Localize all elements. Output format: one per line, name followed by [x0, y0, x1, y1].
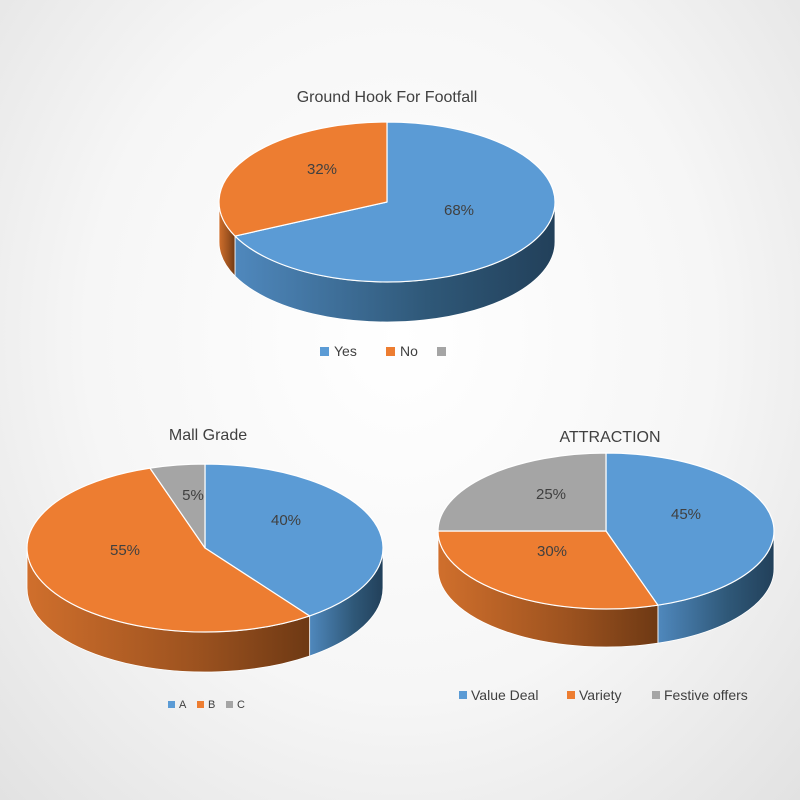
legend-label-no: No — [400, 343, 418, 359]
pie-slice-no — [218, 121, 388, 237]
chart-title: ATTRACTION — [559, 429, 660, 446]
legend-swatch-blank — [437, 347, 446, 356]
data-label-c: 5% — [182, 487, 204, 504]
legend-swatch-value-deal — [459, 691, 467, 699]
legend-swatch-b — [197, 701, 204, 708]
data-label-no: 32% — [307, 161, 337, 178]
legend: A B C — [168, 699, 245, 711]
legend-swatch-no — [386, 347, 395, 356]
data-label-variety: 30% — [537, 543, 567, 560]
pie-group: 45% 30% 25% — [437, 452, 775, 648]
pie-slice-value-deal — [605, 452, 775, 606]
legend: Yes No — [320, 343, 446, 359]
pie-group: 68% 32% — [218, 121, 556, 323]
chart-title: Mall Grade — [169, 427, 247, 444]
data-label-b: 55% — [110, 542, 140, 559]
pie-slice-c — [149, 463, 206, 549]
legend-label-a: A — [179, 699, 187, 711]
pie-slice-festive-offers — [437, 452, 607, 532]
legend-label-value-deal: Value Deal — [471, 687, 538, 703]
legend-swatch-variety — [567, 691, 575, 699]
data-label-a: 40% — [271, 512, 301, 529]
pie-slice-b — [26, 467, 311, 633]
pie-slice-variety — [437, 530, 659, 610]
data-label-yes: 68% — [444, 202, 474, 219]
pie-group: 40% 55% 5% — [26, 463, 384, 673]
data-label-value-deal: 45% — [671, 506, 701, 523]
legend-label-variety: Variety — [579, 687, 622, 703]
chart-mall-grade: Mall Grade 40% 55% 5% A B C — [26, 427, 384, 711]
legend-label-c: C — [237, 699, 245, 711]
chart-attraction: ATTRACTION 45% 30% 25% Value Deal Variety … — [437, 429, 775, 703]
legend-swatch-c — [226, 701, 233, 708]
pie-slice-yes — [234, 121, 556, 283]
legend-swatch-a — [168, 701, 175, 708]
legend-label-b: B — [208, 699, 215, 711]
legend-label-yes: Yes — [334, 343, 357, 359]
data-label-festive-offers: 25% — [536, 486, 566, 503]
legend-swatch-yes — [320, 347, 329, 356]
chart-title: Ground Hook For Footfall — [297, 89, 478, 106]
legend-swatch-festive-offers — [652, 691, 660, 699]
legend: Value Deal Variety Festive offers — [459, 687, 748, 703]
legend-label-festive-offers: Festive offers — [664, 687, 748, 703]
chart-footfall: Ground Hook For Footfall 68% 32% Yes No — [218, 89, 556, 359]
pie-slice-a — [204, 463, 384, 617]
